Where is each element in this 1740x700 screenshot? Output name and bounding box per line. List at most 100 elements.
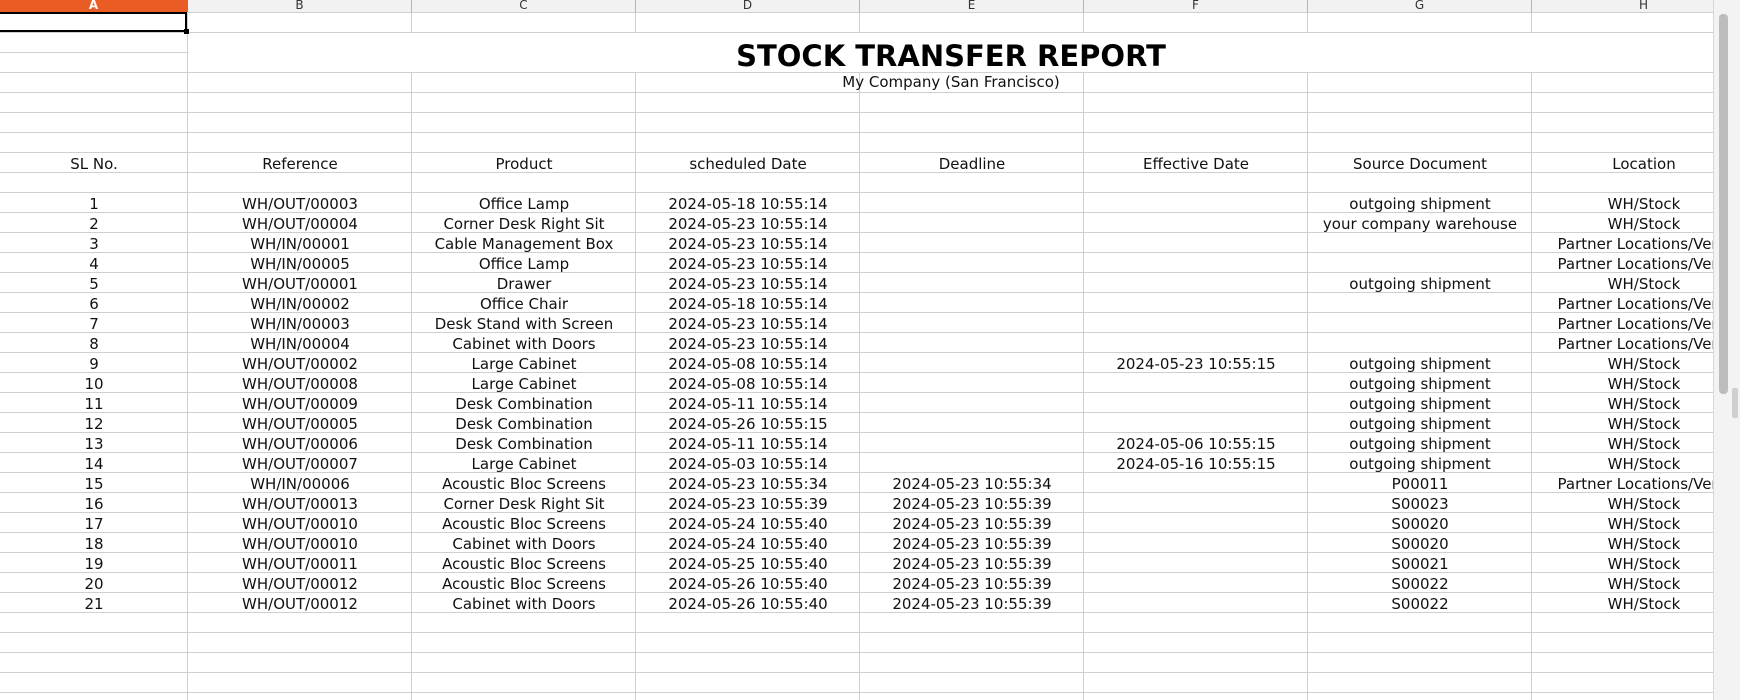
table-cell[interactable]: 1 (89, 195, 99, 213)
column-header-b[interactable]: B (188, 0, 412, 12)
table-cell[interactable]: 2024-05-11 10:55:14 (668, 435, 828, 453)
table-cell[interactable]: 2024-05-18 10:55:14 (668, 295, 828, 313)
column-title-cell[interactable]: Reference (262, 155, 338, 173)
table-cell[interactable]: 14 (84, 455, 104, 473)
table-cell[interactable]: 15 (84, 475, 104, 493)
table-cell[interactable]: Partner Locations/Vend (1557, 255, 1714, 273)
table-cell[interactable]: 2024-05-23 10:55:14 (668, 275, 828, 293)
table-cell[interactable]: Cabinet with Doors (452, 535, 596, 553)
column-title-cell[interactable]: Effective Date (1142, 155, 1250, 173)
table-cell[interactable]: 2024-05-23 10:55:14 (668, 315, 828, 333)
table-cell[interactable]: Cable Management Box (434, 235, 614, 253)
table-cell[interactable]: WH/Stock (1607, 415, 1681, 433)
table-cell[interactable]: Desk Stand with Screen (434, 315, 614, 333)
column-header-d[interactable]: D (636, 0, 860, 12)
table-cell[interactable]: 2 (89, 215, 99, 233)
table-cell[interactable]: WH/Stock (1607, 575, 1681, 593)
table-cell[interactable] (860, 294, 1084, 314)
table-cell[interactable]: Partner Locations/Vend (1557, 315, 1714, 333)
table-cell[interactable]: 8 (89, 335, 99, 353)
table-cell[interactable] (1084, 294, 1308, 314)
table-cell[interactable]: 3 (89, 235, 99, 253)
table-cell[interactable] (1084, 494, 1308, 514)
scrollbar-thumb[interactable] (1719, 14, 1728, 394)
table-cell[interactable]: WH/Stock (1607, 395, 1681, 413)
table-cell[interactable]: Acoustic Bloc Screens (442, 515, 606, 533)
table-cell[interactable]: WH/OUT/00008 (242, 375, 358, 393)
table-cell[interactable]: Large Cabinet (471, 355, 577, 373)
table-cell[interactable]: 12 (84, 415, 104, 433)
column-title-cell[interactable]: Source Document (1353, 155, 1487, 173)
table-cell[interactable]: WH/OUT/00010 (242, 515, 358, 533)
table-cell[interactable]: 2024-05-06 10:55:15 (1116, 435, 1276, 453)
table-cell[interactable]: WH/Stock (1607, 195, 1681, 213)
table-cell[interactable]: 2024-05-23 10:55:14 (668, 215, 828, 233)
table-cell[interactable]: Large Cabinet (471, 455, 577, 473)
table-cell[interactable] (1084, 214, 1308, 234)
table-cell[interactable]: Office Chair (479, 295, 569, 313)
table-cell[interactable] (1308, 294, 1532, 314)
table-cell[interactable]: 5 (89, 275, 99, 293)
table-cell[interactable]: Office Lamp (478, 195, 570, 213)
table-cell[interactable] (860, 254, 1084, 274)
table-cell[interactable]: WH/Stock (1607, 215, 1681, 233)
table-cell[interactable]: 2024-05-11 10:55:14 (668, 395, 828, 413)
table-cell[interactable]: 2024-05-23 10:55:14 (668, 235, 828, 253)
column-header-e[interactable]: E (860, 0, 1084, 12)
table-cell[interactable]: WH/OUT/00012 (242, 595, 358, 613)
table-cell[interactable]: Partner Locations/Vend (1557, 475, 1714, 493)
table-cell[interactable] (1308, 334, 1532, 354)
table-cell[interactable] (1084, 574, 1308, 594)
table-cell[interactable]: WH/Stock (1607, 535, 1681, 553)
column-title-cell[interactable]: scheduled Date (689, 155, 807, 173)
table-cell[interactable]: WH/Stock (1607, 495, 1681, 513)
table-cell[interactable]: WH/OUT/00005 (242, 415, 358, 433)
table-cell[interactable]: WH/OUT/00003 (242, 195, 358, 213)
table-cell[interactable] (1084, 594, 1308, 614)
table-cell[interactable] (1084, 534, 1308, 554)
table-cell[interactable]: WH/IN/00001 (250, 235, 350, 253)
table-cell[interactable]: 2024-05-23 10:55:39 (892, 595, 1052, 613)
table-cell[interactable]: Partner Locations/Vend (1557, 235, 1714, 253)
table-cell[interactable]: Cabinet with Doors (452, 595, 596, 613)
table-cell[interactable] (1084, 274, 1308, 294)
table-cell[interactable]: 7 (89, 315, 99, 333)
column-title-cell[interactable]: SL No. (70, 155, 118, 173)
table-cell[interactable]: WH/OUT/00002 (242, 355, 358, 373)
table-cell[interactable]: 2024-05-23 10:55:39 (892, 535, 1052, 553)
table-cell[interactable] (860, 214, 1084, 234)
table-cell[interactable]: 2024-05-08 10:55:14 (668, 375, 828, 393)
vertical-scrollbar[interactable] (1713, 0, 1740, 700)
table-cell[interactable] (860, 234, 1084, 254)
table-cell[interactable] (1084, 394, 1308, 414)
table-cell[interactable] (860, 434, 1084, 454)
table-cell[interactable]: WH/OUT/00007 (242, 455, 358, 473)
table-cell[interactable]: Partner Locations/Vend (1557, 335, 1714, 353)
table-cell[interactable] (860, 354, 1084, 374)
table-cell[interactable]: S00020 (1391, 515, 1449, 533)
table-cell[interactable]: 2024-05-23 10:55:39 (892, 495, 1052, 513)
merged-title-cell[interactable] (188, 33, 1714, 72)
table-cell[interactable]: WH/Stock (1607, 375, 1681, 393)
table-cell[interactable]: P00011 (1391, 475, 1449, 493)
table-cell[interactable]: WH/Stock (1607, 275, 1681, 293)
fill-handle[interactable] (184, 29, 189, 34)
table-cell[interactable]: 2024-05-03 10:55:14 (668, 455, 828, 473)
column-header-a[interactable]: A (0, 0, 188, 12)
column-header-g[interactable]: G (1308, 0, 1532, 12)
table-cell[interactable]: WH/OUT/00001 (242, 275, 358, 293)
table-cell[interactable]: 2024-05-24 10:55:40 (668, 515, 828, 533)
table-cell[interactable]: outgoing shipment (1349, 395, 1491, 413)
table-cell[interactable]: 2024-05-23 10:55:39 (668, 495, 828, 513)
table-cell[interactable]: WH/Stock (1607, 595, 1681, 613)
table-cell[interactable] (860, 374, 1084, 394)
table-cell[interactable] (1084, 514, 1308, 534)
column-header-c[interactable]: C (412, 0, 636, 12)
table-cell[interactable]: Large Cabinet (471, 375, 577, 393)
table-cell[interactable]: 10 (84, 375, 104, 393)
table-cell[interactable]: WH/IN/00006 (250, 475, 350, 493)
table-cell[interactable]: outgoing shipment (1349, 435, 1491, 453)
table-cell[interactable]: 6 (89, 295, 99, 313)
table-cell[interactable]: Desk Combination (455, 415, 593, 433)
table-cell[interactable]: 2024-05-23 10:55:39 (892, 555, 1052, 573)
